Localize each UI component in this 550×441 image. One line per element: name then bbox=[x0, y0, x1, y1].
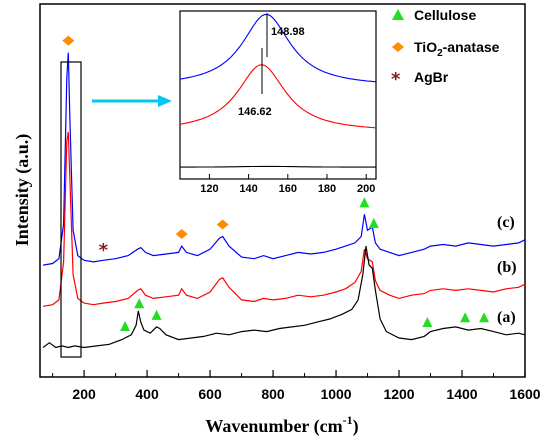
triangle-marker-0 bbox=[120, 320, 131, 331]
inset-frame bbox=[179, 10, 377, 180]
x-tick-label-0: 200 bbox=[72, 386, 96, 402]
legend-star-icon: * bbox=[391, 69, 401, 90]
triangle-marker-4 bbox=[460, 312, 471, 323]
x-tick-label-1: 400 bbox=[135, 386, 159, 402]
peak-label-red: 146.62 bbox=[238, 106, 272, 118]
series-line-c bbox=[43, 52, 526, 266]
inset-tick-label-4: 200 bbox=[357, 183, 375, 195]
plot-frame bbox=[39, 3, 526, 378]
inset-x-ticks: 120 140 160 180 200 bbox=[200, 174, 375, 195]
curve-label-c: (c) bbox=[497, 214, 515, 231]
star-marker-11: * bbox=[99, 240, 109, 261]
legend: Cellulose TiO2-anatase * AgBr bbox=[391, 7, 500, 90]
curve-label-b: (b) bbox=[497, 259, 517, 276]
x-tick-label-7: 1600 bbox=[509, 386, 540, 402]
inset-line-red bbox=[179, 64, 377, 129]
x-axis-ticks: 200 400 600 800 1000 1200 1400 1600 bbox=[52, 370, 541, 402]
inset-line-blue bbox=[179, 13, 377, 83]
peak-label-blue: 148.98 bbox=[271, 26, 305, 38]
x-tick-label-5: 1200 bbox=[383, 386, 414, 402]
inset: 120 140 160 180 200 148.98 146.62 bbox=[179, 10, 377, 195]
legend-triangle-icon bbox=[392, 9, 404, 20]
legend-diamond-icon bbox=[392, 42, 404, 52]
legend-label-cellulose: Cellulose bbox=[414, 7, 476, 23]
inset-curves bbox=[179, 13, 377, 168]
inset-tick-label-2: 160 bbox=[279, 183, 297, 195]
diamond-marker-8 bbox=[62, 35, 75, 46]
y-axis-title: Intensity (a.u.) bbox=[12, 134, 33, 247]
x-tick-label-6: 1400 bbox=[446, 386, 477, 402]
triangle-marker-6 bbox=[359, 197, 370, 208]
inset-line-black bbox=[180, 165, 376, 168]
curve-label-a: (a) bbox=[497, 309, 516, 326]
x-axis-title: Wavenumber (cm-1) bbox=[205, 413, 358, 437]
legend-label-agbr: AgBr bbox=[414, 69, 449, 85]
triangle-marker-3 bbox=[422, 317, 433, 328]
x-tick-label-2: 600 bbox=[198, 386, 222, 402]
arrow-to-inset bbox=[92, 95, 172, 107]
triangle-marker-1 bbox=[134, 298, 145, 309]
inset-tick-label-0: 120 bbox=[200, 183, 218, 195]
series-line-a bbox=[42, 246, 526, 349]
triangle-marker-7 bbox=[368, 217, 379, 228]
x-tick-label-4: 1000 bbox=[320, 386, 351, 402]
legend-label-tio2: TiO2-anatase bbox=[414, 39, 500, 59]
peak-highlight-box bbox=[60, 61, 82, 358]
triangle-marker-5 bbox=[479, 312, 490, 323]
series-line-b bbox=[43, 131, 526, 307]
inset-tick-label-1: 140 bbox=[239, 183, 257, 195]
main-curves bbox=[42, 52, 526, 349]
diamond-marker-10 bbox=[216, 219, 229, 230]
peak-markers: * bbox=[62, 35, 490, 331]
x-tick-label-3: 800 bbox=[261, 386, 285, 402]
diamond-marker-9 bbox=[175, 229, 188, 240]
triangle-marker-2 bbox=[151, 309, 162, 320]
inset-tick-label-3: 180 bbox=[318, 183, 336, 195]
